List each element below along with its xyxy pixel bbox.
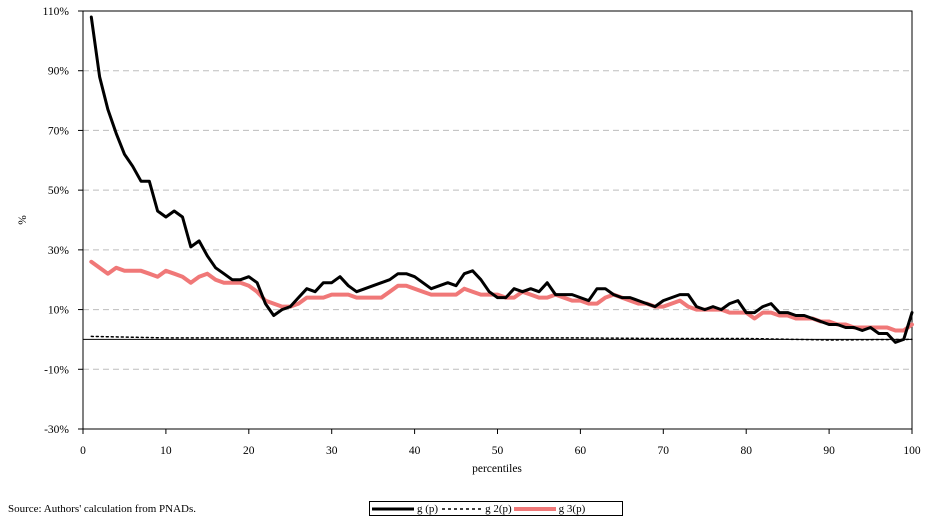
series-line-g (89, 15, 914, 344)
x-tick-label: 70 (658, 445, 670, 457)
y-tick-label: 90% (48, 66, 70, 78)
legend-label-g3: g 3(p) (558, 502, 586, 515)
y-tick-label: 50% (48, 185, 70, 197)
series-line-g2 (90, 335, 913, 341)
legend-label-g2: g 2(p) (485, 502, 512, 515)
grid-lines (83, 70, 912, 370)
legend-item-g: g (p) (370, 503, 438, 515)
x-tick-label: 100 (903, 445, 921, 457)
legend-swatch-g (372, 507, 414, 510)
x-tick-label: 30 (326, 445, 338, 457)
legend-swatch-g3 (513, 506, 556, 511)
legend-swatch-g2 (442, 507, 483, 510)
x-tick-label: 0 (80, 445, 86, 457)
x-tick-label: 80 (740, 445, 752, 457)
y-axis-label: % (17, 215, 29, 225)
legend-item-g2: g 2(p) (438, 503, 512, 515)
y-axis-ticks: -30% -10% 10% 30% 50% 70% 90% 110% (43, 6, 83, 436)
x-axis-ticks: 0 10 20 30 40 50 60 70 80 90 100 (80, 429, 921, 457)
x-tick-label: 40 (409, 445, 421, 457)
legend-item-g3: g 3(p) (512, 502, 586, 515)
x-tick-label: 90 (823, 445, 835, 457)
x-axis-label: percentiles (472, 463, 522, 475)
legend: g (p) g 2(p) g 3(p) (369, 501, 623, 516)
x-tick-label: 50 (492, 445, 504, 457)
x-tick-label: 60 (575, 445, 587, 457)
legend-label-g: g (p) (417, 502, 439, 515)
x-tick-label: 10 (160, 445, 172, 457)
y-tick-label: -10% (44, 364, 69, 376)
x-tick-label: 20 (243, 445, 255, 457)
y-tick-label: 30% (48, 245, 70, 257)
source-note: Source: Authors' calculation from PNADs. (8, 503, 197, 515)
series-lines (89, 15, 914, 344)
y-tick-label: 110% (43, 6, 70, 18)
y-tick-label: 70% (48, 125, 70, 137)
y-tick-label: -30% (44, 424, 69, 436)
plot-area-frame (82, 10, 913, 430)
y-tick-label: 10% (48, 305, 70, 317)
